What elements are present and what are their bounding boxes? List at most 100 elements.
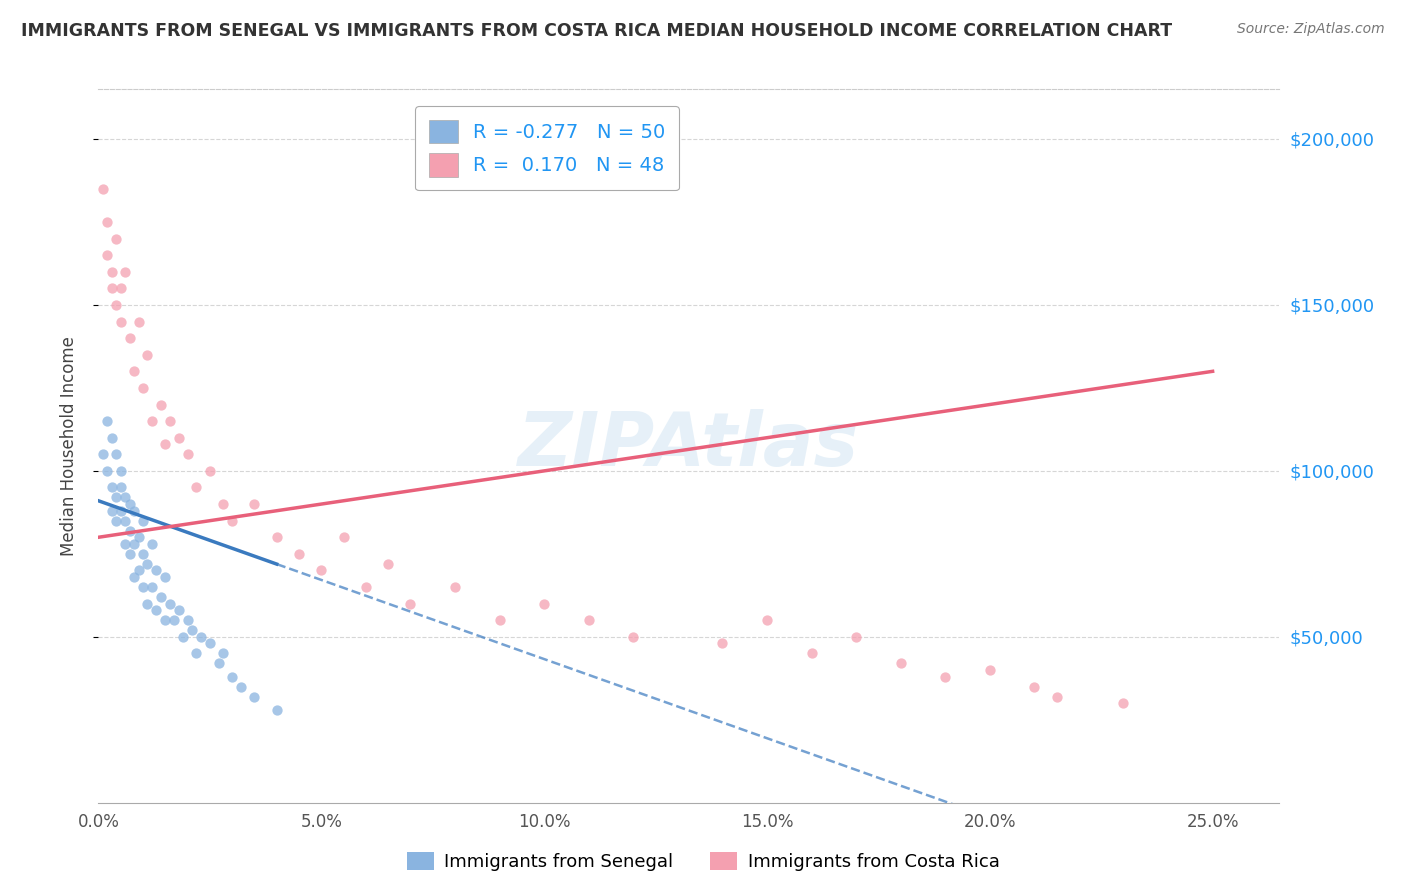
Point [190,630,212,644]
Legend: Immigrants from Senegal, Immigrants from Costa Rica: Immigrants from Senegal, Immigrants from… [399,845,1007,879]
Point [110,314,132,328]
Point [105,491,128,505]
Point [110,481,132,495]
Point [118,524,141,538]
Point [979,663,1001,677]
Point [141,537,163,551]
Point [167,603,190,617]
Point [198,464,221,478]
Point [114,514,136,528]
Point [114,537,136,551]
Point [136,597,159,611]
Point [354,580,377,594]
Point [159,414,181,428]
Point [128,314,150,328]
Point [96,248,118,262]
Point [101,265,124,279]
Point [118,331,141,345]
Point [141,580,163,594]
Point [155,437,177,451]
Point [105,514,128,528]
Point [243,497,266,511]
Point [1046,690,1069,704]
Point [1112,696,1135,710]
Point [114,265,136,279]
Point [186,647,208,661]
Point [159,597,181,611]
Point [221,670,243,684]
Point [96,464,118,478]
Point [845,630,868,644]
Point [114,491,136,505]
Point [155,613,177,627]
Point [181,624,204,638]
Point [101,504,124,518]
Point [110,504,132,518]
Point [934,670,956,684]
Point [122,537,145,551]
Point [800,647,823,661]
Point [149,397,172,411]
Point [91,182,114,196]
Point [132,580,155,594]
Point [155,570,177,584]
Text: Source: ZipAtlas.com: Source: ZipAtlas.com [1237,22,1385,37]
Point [105,298,128,312]
Point [101,481,124,495]
Point [533,597,555,611]
Point [221,514,243,528]
Point [132,381,155,395]
Point [163,613,186,627]
Point [288,547,311,561]
Point [208,657,231,671]
Point [186,481,208,495]
Point [399,597,422,611]
Point [243,690,266,704]
Point [145,603,167,617]
Point [172,630,194,644]
Point [122,364,145,378]
Text: ZIPAtlas: ZIPAtlas [519,409,859,483]
Point [377,557,399,571]
Y-axis label: Median Household Income: Median Household Income [59,336,77,556]
Point [132,547,155,561]
Point [176,613,198,627]
Point [96,215,118,229]
Point [122,504,145,518]
Point [309,564,332,578]
Point [96,414,118,428]
Point [136,348,159,362]
Point [578,613,600,627]
Point [1024,680,1046,694]
Point [711,636,734,650]
Point [212,647,235,661]
Point [167,431,190,445]
Text: IMMIGRANTS FROM SENEGAL VS IMMIGRANTS FROM COSTA RICA MEDIAN HOUSEHOLD INCOME CO: IMMIGRANTS FROM SENEGAL VS IMMIGRANTS FR… [21,22,1173,40]
Point [91,447,114,461]
Point [266,530,288,544]
Point [118,547,141,561]
Point [176,447,198,461]
Point [145,564,167,578]
Point [198,636,221,650]
Point [136,557,159,571]
Point [128,530,150,544]
Point [110,464,132,478]
Point [101,281,124,295]
Point [110,281,132,295]
Point [621,630,644,644]
Point [229,680,252,694]
Point [488,613,510,627]
Legend: R = -0.277   N = 50, R =  0.170   N = 48: R = -0.277 N = 50, R = 0.170 N = 48 [415,106,679,191]
Point [105,447,128,461]
Point [755,613,778,627]
Point [132,514,155,528]
Point [212,497,235,511]
Point [141,414,163,428]
Point [105,231,128,245]
Point [890,657,912,671]
Point [101,431,124,445]
Point [444,580,467,594]
Point [118,497,141,511]
Point [122,570,145,584]
